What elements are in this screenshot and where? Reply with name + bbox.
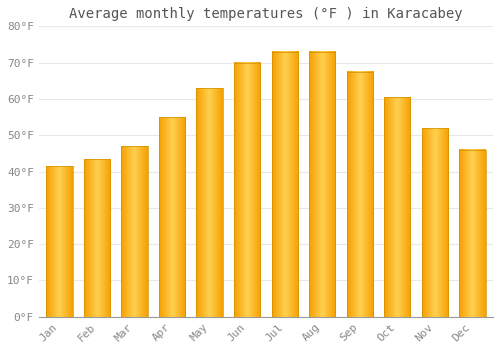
Bar (422, 128, 448, 317)
Bar (46, 166, 72, 317)
Title: Average monthly temperatures (°F ) in Karacabey: Average monthly temperatures (°F ) in Ka… (69, 7, 462, 21)
Bar (346, 72, 373, 317)
Bar (309, 52, 336, 317)
Bar (272, 52, 298, 317)
Bar (196, 88, 223, 317)
Bar (159, 117, 185, 317)
Bar (84, 159, 110, 317)
Bar (272, 52, 298, 317)
Bar (384, 97, 410, 317)
Bar (384, 97, 410, 317)
Bar (234, 63, 260, 317)
Bar (84, 159, 110, 317)
Bar (309, 52, 336, 317)
Bar (46, 166, 72, 317)
Bar (422, 128, 448, 317)
Bar (196, 88, 223, 317)
Bar (234, 63, 260, 317)
Bar (159, 117, 185, 317)
Bar (460, 150, 485, 317)
Bar (122, 146, 148, 317)
Bar (122, 146, 148, 317)
Bar (460, 150, 485, 317)
Bar (346, 72, 373, 317)
